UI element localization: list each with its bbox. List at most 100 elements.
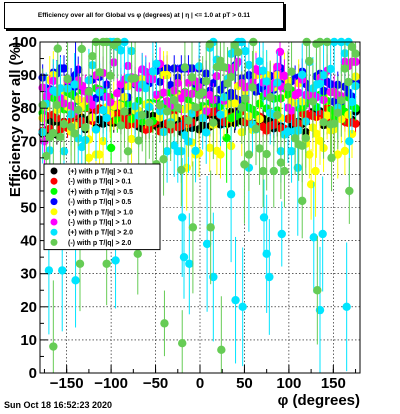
data-point [290,134,300,143]
legend-label: (+) with p T/|q| > 1.0 [68,209,133,216]
data-point [202,239,212,249]
legend-label: (+) with p T/|q| > 0.5 [68,189,133,196]
data-point [301,133,310,143]
data-point [333,150,342,159]
data-point [38,100,47,110]
data-point [258,166,268,176]
data-point [59,119,69,129]
data-point [206,223,215,232]
data-point [345,137,354,146]
legend-label: (-) with p T/|q| > 2.0 [68,240,131,247]
data-point [162,107,172,116]
data-point [178,339,187,348]
y-tick-label: 40 [20,233,37,250]
data-point [345,186,354,196]
legend-marker [50,187,58,195]
data-point [116,46,126,55]
data-point [56,132,65,142]
data-point [327,153,336,163]
data-point [205,40,214,49]
data-point [133,249,142,259]
data-point [130,73,140,83]
data-point [351,49,360,58]
data-point [216,56,225,65]
data-point [160,319,169,328]
x-tick-label: −100 [94,375,128,392]
data-point [262,77,271,86]
data-point [59,64,69,73]
data-point [230,40,239,50]
data-point [315,79,325,88]
data-point [219,63,229,72]
data-point [53,44,62,53]
y-tick-label: 0 [29,365,37,382]
data-point [88,51,97,61]
data-point [287,147,296,156]
data-point [262,149,271,159]
data-point [179,252,189,262]
y-tick-label: 80 [20,100,37,117]
x-tick-label: −150 [50,375,84,392]
legend-label: (-) with p T/|q| > 1.0 [68,220,131,227]
data-point [52,100,62,110]
data-point [49,342,58,351]
data-point [234,47,243,57]
data-point [230,99,239,108]
data-point [180,131,190,140]
legend-marker [50,167,58,175]
data-point [170,96,179,105]
data-point [63,74,72,84]
x-axis-title: φ (degrees) [278,392,360,409]
data-point [84,153,94,163]
data-point [231,295,240,305]
data-point [276,158,286,167]
data-point [258,66,268,75]
data-point [326,64,335,74]
data-point [241,94,250,103]
data-point [44,266,54,275]
data-point [333,108,342,118]
y-tick-label: 10 [20,332,37,349]
legend-label: (+) with p T/|q| > 0.1 [68,169,133,176]
data-point [81,123,90,132]
data-point [184,116,193,125]
data-point [148,67,158,76]
y-tick-label: 60 [20,166,37,183]
legend-marker [50,218,58,226]
data-point [340,146,350,156]
data-point [138,110,147,120]
data-point [322,111,332,120]
data-point [216,110,225,119]
data-point [188,223,198,232]
data-point [306,180,316,189]
legend: (+) with p T/|q| > 0.1 (-) with p T/|q| >… [43,163,161,251]
data-point [91,125,101,134]
data-point [95,68,104,77]
data-point [102,259,111,268]
data-point [238,302,247,311]
data-point [198,88,207,97]
data-point [77,142,86,152]
legend-marker [50,198,58,206]
data-point [191,103,200,112]
data-point [212,62,222,72]
data-point [347,97,357,107]
data-point [312,129,321,139]
data-point [280,71,289,81]
data-point [202,128,211,137]
data-point [269,166,278,176]
data-point [330,119,339,128]
data-point [347,42,357,52]
data-point [116,121,126,130]
data-point [266,93,275,102]
data-point [77,44,86,54]
data-point [342,302,351,311]
data-point [58,266,67,275]
data-point [185,259,194,268]
legend-label: (+) with p T/|q| > 2.0 [68,230,133,237]
data-point [152,59,161,69]
data-point [315,136,325,146]
data-point [106,71,115,80]
y-tick-label: 100 [12,34,37,51]
